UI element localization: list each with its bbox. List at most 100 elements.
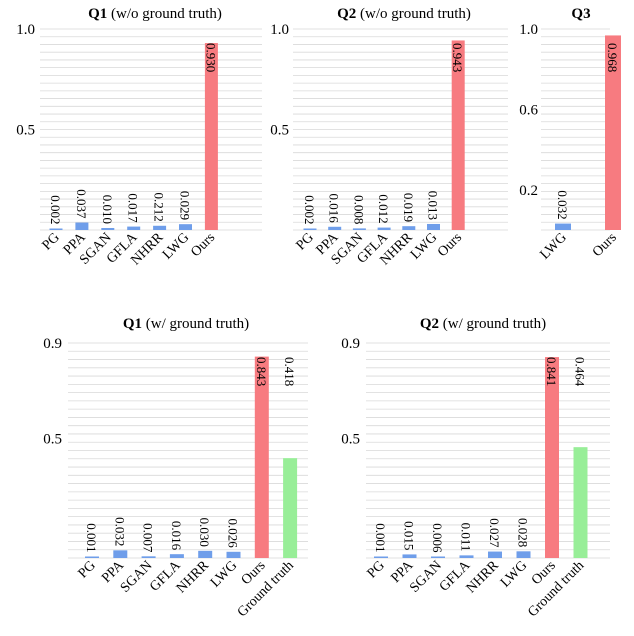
value-label: 0.841 — [544, 357, 559, 386]
gridlines — [68, 342, 308, 559]
value-label: 0.029 — [178, 191, 193, 220]
y-tick-label: 0.9 — [43, 336, 62, 352]
chart-title: Q2 (w/o ground truth) — [337, 6, 471, 22]
value-label: 0.030 — [197, 518, 212, 547]
bar-sgan — [141, 556, 156, 558]
x-tick-label: Ours — [435, 230, 465, 260]
bar-gfla — [377, 227, 391, 230]
y-tick-label: 1.0 — [16, 22, 35, 38]
chart-panel-q2-wo: Q2 (w/o ground truth)1.00.50.002PG0.016P… — [270, 6, 508, 268]
bar-ppa — [402, 554, 417, 558]
gridlines — [366, 342, 610, 559]
value-label: 0.017 — [126, 193, 141, 223]
bar-lwg — [427, 223, 440, 230]
value-label: 0.012 — [376, 194, 391, 223]
value-label: 0.032 — [112, 517, 127, 546]
gridlines — [40, 28, 262, 231]
value-label: 0.007 — [141, 523, 156, 553]
y-tick-label: 0.2 — [519, 183, 538, 199]
chart-title: Q2 (w/ ground truth) — [420, 316, 546, 332]
value-label: 0.001 — [84, 523, 99, 552]
bar-sgan — [352, 228, 366, 230]
bar-ours — [545, 357, 559, 558]
x-tick-label: PG — [365, 558, 388, 581]
bar-pg — [303, 228, 317, 230]
value-label: 0.032 — [555, 190, 570, 219]
chart-panel-q3: Q3 1.0 0.6 0.2 0.032 LWG 0.968 Ours — [519, 6, 621, 263]
bar-lwg — [179, 224, 192, 230]
chart-title-question: Q1 — [123, 316, 142, 332]
value-label: 0.027 — [487, 518, 502, 548]
bar-nhrr — [402, 226, 416, 230]
chart-title-subtitle: (w/ ground truth) — [142, 316, 249, 332]
y-tick-label: 0.5 — [270, 123, 289, 139]
x-tick-label: LWG — [498, 558, 530, 590]
value-label: 0.010 — [100, 195, 115, 224]
value-label: 0.026 — [226, 519, 241, 549]
bar-lwg — [555, 223, 571, 230]
y-tick-label: 1.0 — [270, 22, 289, 38]
x-tick-label: PG — [40, 230, 63, 253]
chart-title-question: Q2 — [420, 316, 439, 332]
chart-title-subtitle: (w/o ground truth) — [356, 6, 471, 22]
value-label: 0.002 — [302, 195, 317, 224]
y-tick-label: 1.0 — [519, 22, 538, 38]
y-tick-label: 0.9 — [341, 336, 360, 352]
x-tick-label: PG — [76, 558, 99, 581]
x-tick-label: SGAN — [407, 558, 445, 596]
bar-ppa — [328, 226, 342, 230]
y-tick-label: 0.5 — [43, 432, 62, 448]
value-label: 0.212 — [152, 193, 167, 222]
chart-title: Q3 — [571, 6, 590, 22]
value-label: 0.418 — [282, 357, 297, 386]
bar-ppa — [75, 222, 89, 230]
bar-nhrr — [198, 550, 213, 558]
bar-gfla — [459, 555, 474, 558]
value-label: 0.008 — [351, 195, 366, 224]
chart-title: Q1 (w/ ground truth) — [123, 316, 249, 332]
bar-gfla — [169, 554, 184, 558]
bar-ground-truth — [573, 447, 588, 558]
x-tick-label: LWG — [537, 230, 569, 262]
bar-sgan — [101, 227, 115, 230]
bar-ours — [254, 356, 269, 558]
value-label: 0.019 — [401, 193, 416, 222]
value-label: 0.016 — [327, 194, 342, 224]
bar-ours — [451, 40, 465, 230]
value-label: 0.028 — [516, 518, 531, 547]
value-label: 0.016 — [169, 521, 184, 551]
chart-title-question: Q1 — [88, 6, 107, 22]
bar-sgan — [431, 556, 445, 558]
y-tick-label: 0.6 — [519, 102, 538, 118]
bar-nhrr — [153, 225, 167, 230]
value-label: 0.002 — [48, 195, 63, 224]
y-tick-label: 0.5 — [16, 123, 35, 139]
x-tick-label: LWG — [208, 558, 240, 590]
x-tick-label: LWG — [160, 230, 192, 262]
value-label: 0.930 — [203, 43, 218, 72]
bar-ppa — [113, 550, 128, 558]
chart-panel-q1-wo: Q1 (w/o ground truth)1.00.50.002PG0.037P… — [16, 6, 262, 268]
chart-panel-q1-w: Q1 (w/ ground truth)0.90.50.001PG0.032PP… — [43, 316, 308, 620]
chart-title-subtitle: (w/ ground truth) — [439, 316, 546, 332]
bar-lwg — [516, 551, 531, 558]
value-label: 0.011 — [459, 523, 474, 552]
value-label: 0.943 — [450, 43, 465, 72]
chart-title-question: Q2 — [337, 6, 356, 22]
gridlines — [541, 28, 610, 231]
x-tick-label: PG — [294, 230, 317, 253]
x-tick-label: NHRR — [464, 558, 503, 597]
value-label: 0.015 — [402, 521, 417, 550]
chart-panel-q2-w: Q2 (w/ ground truth)0.90.50.001PG0.015PP… — [341, 316, 610, 620]
x-tick-label: Ours — [590, 230, 620, 260]
bar-lwg — [226, 551, 241, 558]
value-label: 0.006 — [430, 523, 445, 553]
bar-ground-truth — [283, 458, 298, 558]
value-label: 0.464 — [573, 357, 588, 387]
bar-pg — [374, 556, 388, 558]
chart-title-question: Q3 — [571, 6, 590, 22]
value-label: 0.037 — [74, 189, 89, 219]
bar-ours — [605, 35, 621, 230]
value-label: 0.001 — [373, 523, 388, 552]
x-tick-label: NHRR — [174, 558, 213, 597]
